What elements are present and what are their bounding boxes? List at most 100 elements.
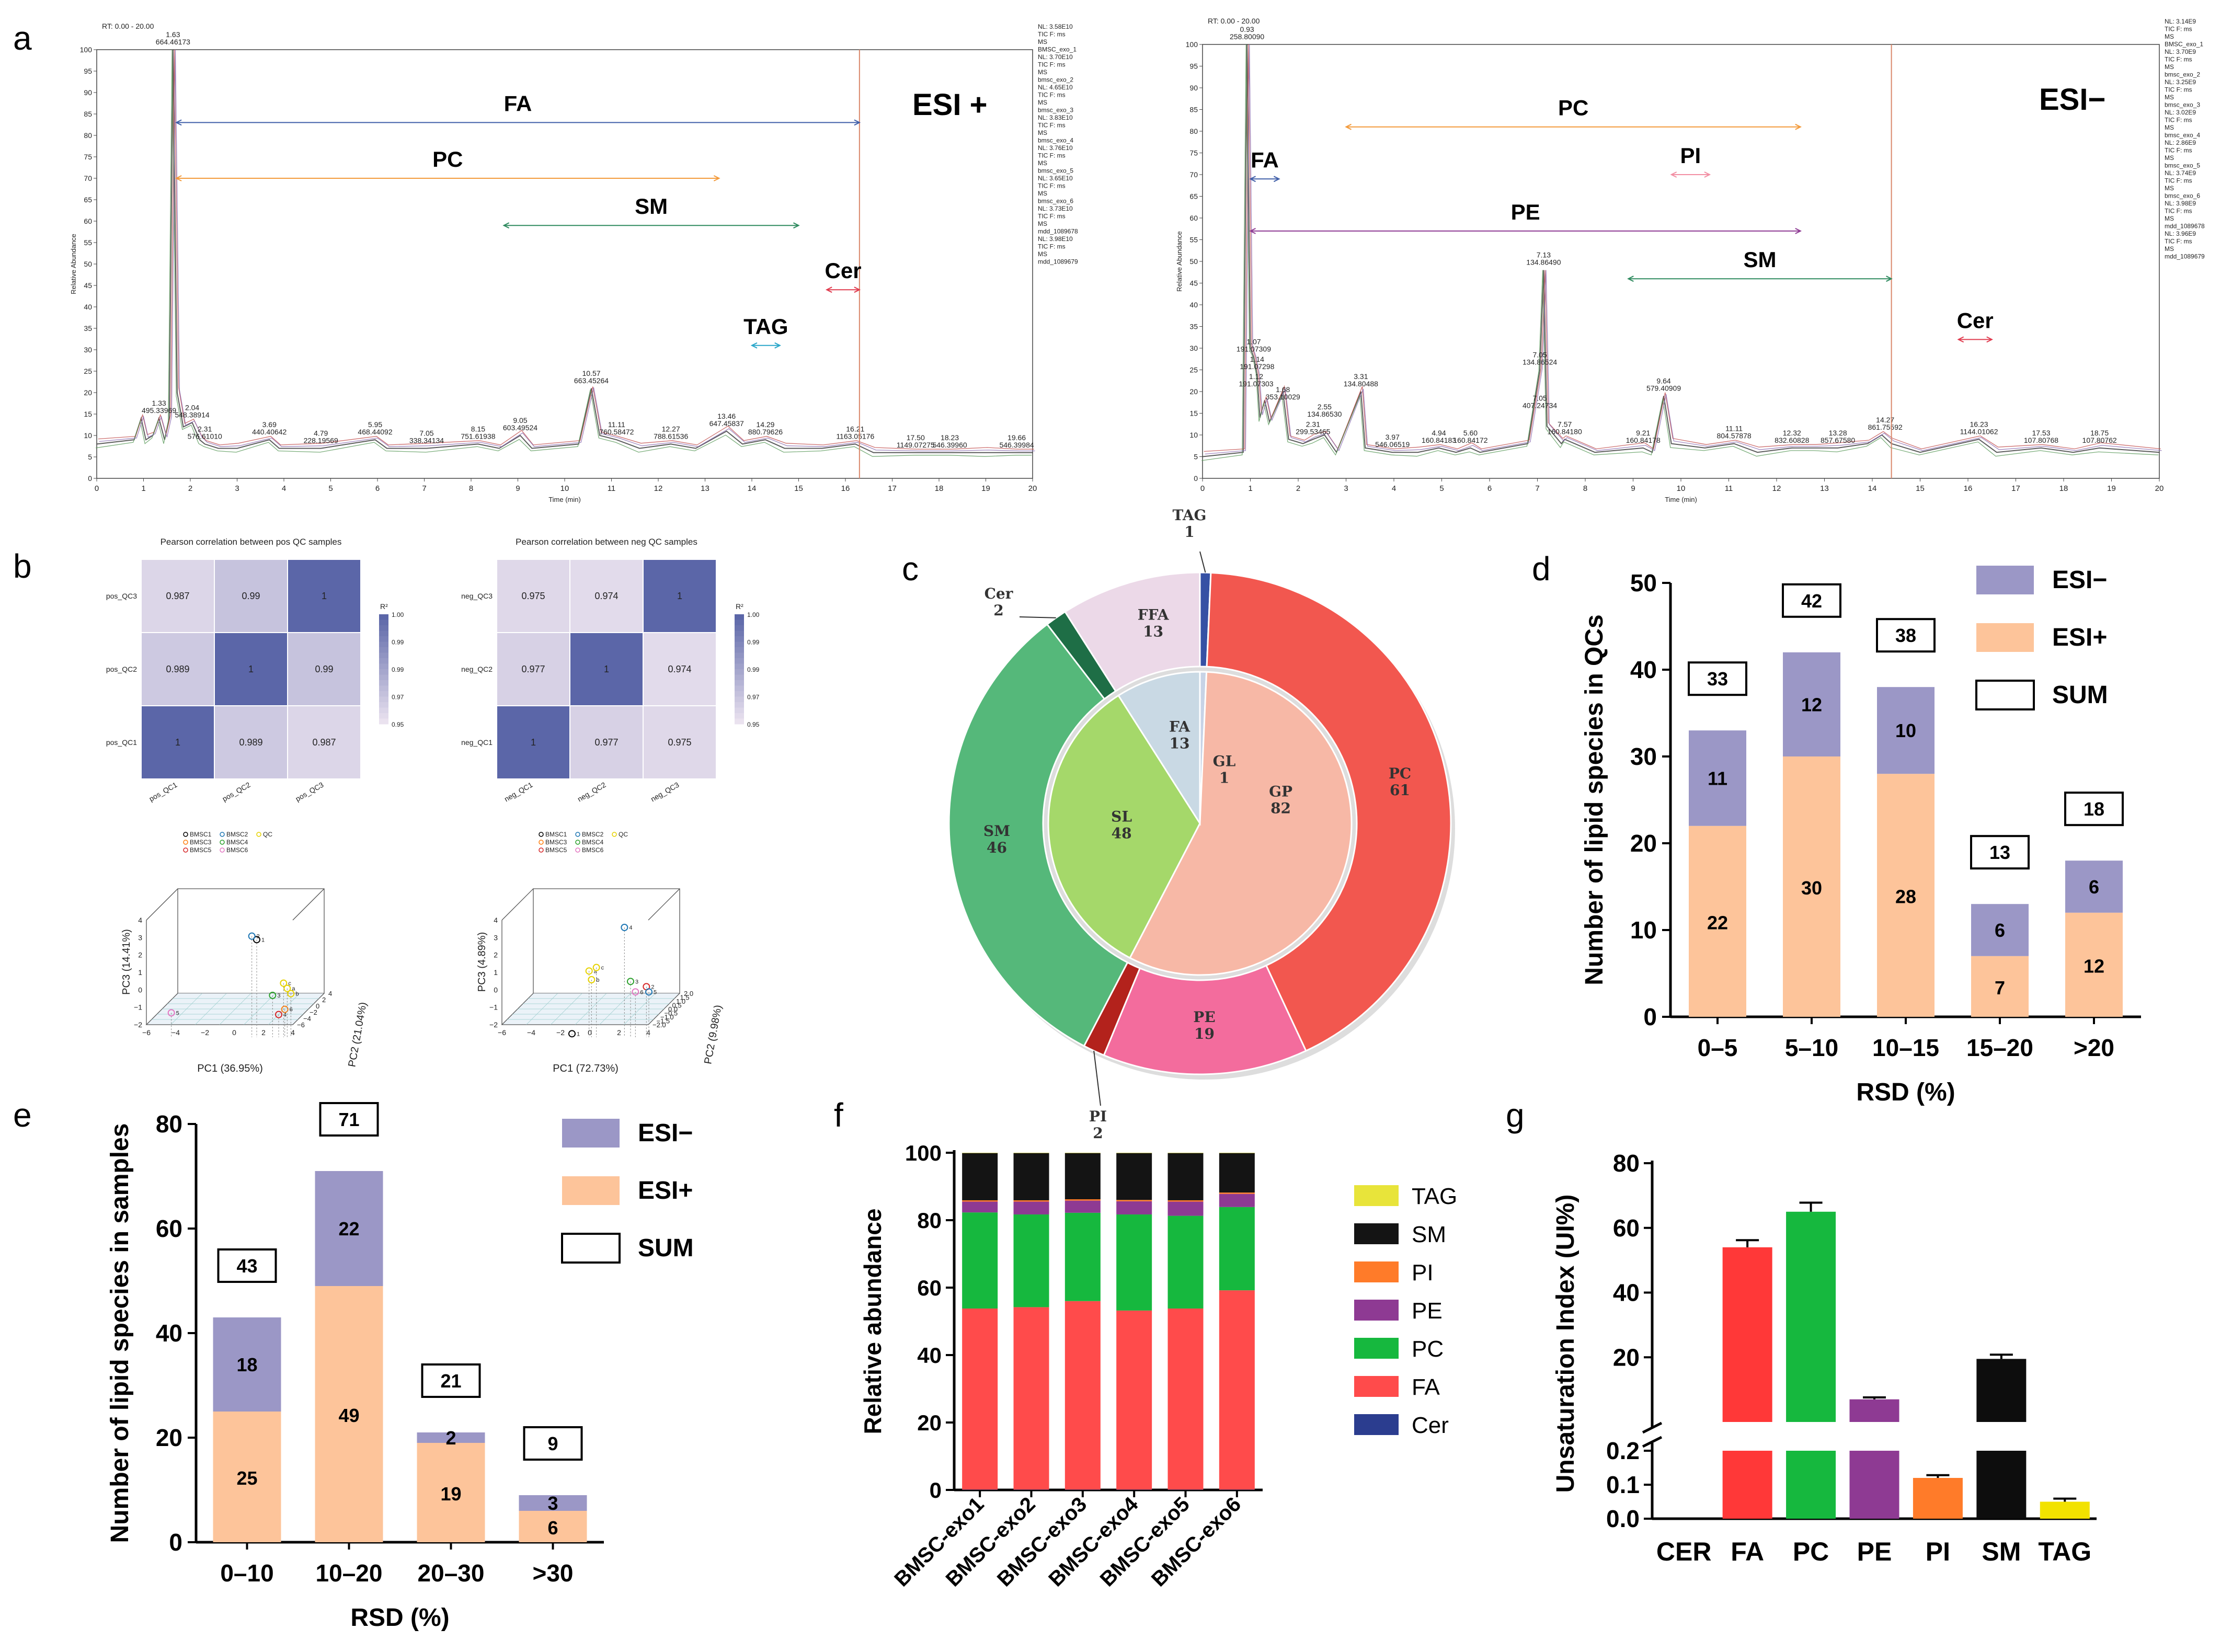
y-tick-label: 70 [1189,170,1198,179]
peak-mz-label: 107.80768 [2024,436,2058,444]
pca-z-tick-label: −2.0 [653,1021,666,1029]
pca-z-tick-label: 4 [328,990,332,997]
inner-slice-fa [1117,671,1201,827]
heatmap-title: Pearson correlation between neg QC sampl… [516,537,697,547]
x-tick-label: 0 [95,484,99,493]
stack-segment-fa [1116,1310,1152,1490]
trace-legend-text: bmsc_exo_3 [1038,107,1073,114]
pca-legend-marker [256,832,261,837]
trace-legend-text: NL: 3.25E9 [2165,78,2196,86]
peak-mz-label: 299.53465 [1296,427,1330,435]
peak-mz-label: 804.57878 [1716,432,1751,440]
y-tick-label: 20 [1630,830,1657,857]
peak-mz-label: 548.38914 [175,410,209,419]
panel-b-qc-correlation: Pearson correlation between pos QC sampl… [106,537,760,1074]
sum-box [1782,583,1841,618]
ffa-value: 13 [1143,623,1163,640]
pca-point [280,979,288,987]
peak-mz-label: 160.84183 [1422,436,1456,444]
bar-lower-segment [1849,1451,1899,1519]
tag-callout-line [1199,551,1206,573]
y-tick-label: 75 [84,153,92,161]
heatmap-cell [496,559,570,633]
lipid-range-label: Cer [825,258,862,283]
pca-point [253,936,260,944]
peak-rt-label: 7.05 [419,429,433,438]
heatmap-legend-swatch [379,707,388,714]
peak-rt-label: 10.57 [582,369,600,377]
heatmap-cell-label: 0.987 [166,591,189,601]
stack-segment-fa [1013,1307,1049,1490]
pca-point-label: 4 [283,1012,287,1018]
heatmap-cell-label: 0.99 [242,591,260,601]
y-tick-label: 0.2 [1606,1437,1640,1464]
heatmap-col-label: neg_QC1 [503,781,534,804]
pca-y-tick-label: −1 [489,1003,498,1012]
trace-legend-text: bmsc_exo_3 [2165,101,2200,109]
x-tick-label: FA [1731,1537,1764,1566]
heatmap-col-label: neg_QC2 [576,781,608,804]
heatmap-cell-label: 0.989 [166,664,189,674]
bar-esi-negative [1971,904,2029,956]
bar-esi-positive-label: 49 [338,1405,359,1426]
heatmap-cell-label: 1 [322,591,327,601]
trace-legend-text: BMSC_exo_1 [1038,46,1077,53]
x-tick-label: 13 [1820,484,1829,493]
sum-box-label: 9 [547,1433,558,1454]
x-tick-label: 15 [1916,484,1925,493]
pca-point-label: a [292,986,295,992]
trace-legend-text: MS [1038,129,1047,136]
x-tick-label: PC [1793,1537,1829,1566]
stack-segment-pe [1219,1194,1255,1207]
bar-esi-positive [1783,756,1840,1017]
x-axis-title: RSD (%) [1856,1079,1955,1106]
sl-name: SL [1111,808,1132,825]
peak-mz-label: 353.10029 [1266,393,1300,401]
rt-range-header: RT: 0.00 - 20.00 [1208,17,1260,25]
y-tick-label: 5 [1194,453,1198,461]
y-tick-label: 70 [84,174,92,182]
trace-legend-text: bmsc_exo_5 [1038,167,1073,175]
stack-segment-fa [1219,1290,1255,1490]
chromatogram-trace [1204,44,2161,452]
y-tick-label: 20 [917,1410,942,1435]
pca-legend-marker [183,832,188,837]
trace-legend-text: TIC F: ms [2165,147,2192,154]
heatmap-title: Pearson correlation between pos QC sampl… [161,537,342,547]
pca-legend-marker [539,840,544,845]
bar-esi-negative [1689,730,1746,826]
peak-rt-label: 11.11 [1725,425,1743,433]
gp-value: 82 [1270,800,1291,817]
pca-floor-grid [268,993,300,1025]
bar-esi-positive [213,1412,281,1542]
y-tick-label: 100 [905,1141,942,1165]
pca-legend-marker [575,840,580,845]
heatmap-legend-title: R² [380,602,388,611]
bar-lower-segment [2040,1501,2090,1519]
x-tick-label: 18 [2059,484,2068,493]
pc-name: PC [1389,765,1411,782]
x-tick-label: 6 [1487,484,1492,493]
heatmap-legend-swatch [735,636,744,642]
x-tick-label: 10–20 [316,1559,383,1587]
stack-segment-cer [962,1489,998,1490]
trace-legend-text: MS [1038,38,1047,45]
x-axis-title: Time (min) [548,496,581,503]
legend-swatch [562,1176,620,1205]
arrow-head-right [774,342,781,349]
peak-rt-label: 7.05 [1532,394,1547,403]
heatmap-cell-label: 1 [248,664,254,674]
heatmap-cell [643,632,717,706]
outer-slice-ffa [1064,571,1201,693]
heatmap-cell-label: 1 [677,591,682,601]
bar-esi-negative [315,1171,383,1286]
pca-point-label: a [594,968,598,974]
heatmap-legend-tick: 1.00 [392,611,404,618]
lipid-range-label: SM [635,194,668,219]
bar-esi-positive [315,1286,383,1542]
pca-x-tick-label: −6 [142,1028,151,1037]
trace-legend-text: NL: 3.74E9 [2165,169,2196,177]
arrow-head-left [1249,228,1256,234]
peak-mz-label: 134.86490 [1526,258,1561,267]
stack-segment-pc [1219,1207,1255,1291]
